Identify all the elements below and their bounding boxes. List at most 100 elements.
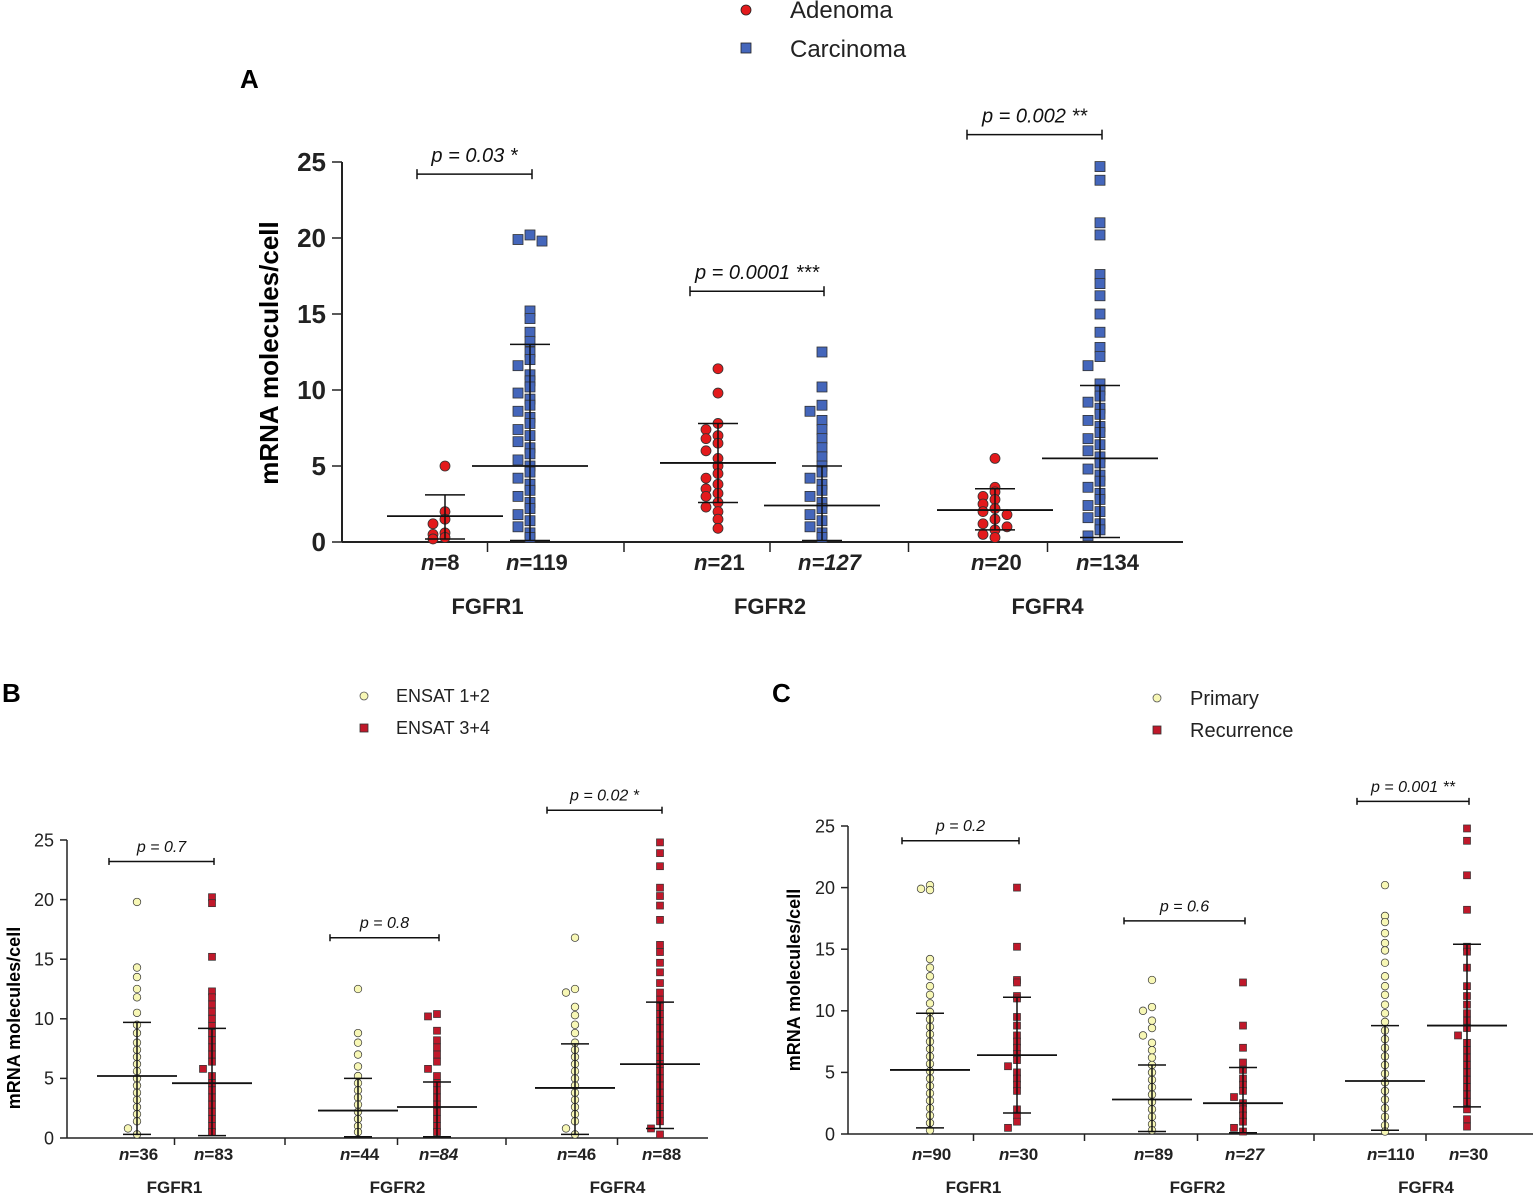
gene-label: FGFR2 bbox=[1170, 1178, 1226, 1196]
group-n-label: n=30 bbox=[1449, 1145, 1488, 1164]
n-value: =134 bbox=[1089, 550, 1139, 575]
data-point bbox=[712, 522, 724, 534]
data-point bbox=[1147, 1046, 1157, 1055]
n-value: =83 bbox=[204, 1145, 233, 1164]
y-tick-label: 15 bbox=[297, 299, 326, 329]
y-tick-label: 0 bbox=[44, 1128, 54, 1148]
n-value: =36 bbox=[129, 1145, 158, 1164]
data-point bbox=[1380, 938, 1390, 948]
data-point bbox=[925, 885, 935, 895]
data-point bbox=[1004, 1062, 1012, 1071]
data-point bbox=[512, 405, 524, 417]
data-point bbox=[989, 532, 1001, 543]
data-point bbox=[1094, 161, 1106, 172]
y-tick-label: 25 bbox=[297, 147, 326, 177]
data-point bbox=[561, 1124, 571, 1133]
y-tick-label: 25 bbox=[34, 830, 54, 850]
data-point bbox=[132, 897, 142, 907]
data-point bbox=[1094, 174, 1106, 186]
legend-item-adenoma: Adenoma bbox=[740, 0, 893, 24]
data-point bbox=[925, 972, 935, 981]
data-point bbox=[1082, 530, 1094, 542]
n-value: =89 bbox=[1144, 1145, 1173, 1164]
data-point bbox=[1082, 481, 1094, 493]
data-point bbox=[427, 518, 439, 530]
data-point bbox=[123, 1124, 133, 1133]
data-point bbox=[712, 363, 724, 375]
n-value: =30 bbox=[1009, 1145, 1038, 1164]
data-point bbox=[1094, 290, 1106, 302]
y-tick-label: 15 bbox=[815, 940, 835, 960]
data-point bbox=[132, 984, 142, 994]
data-point bbox=[512, 234, 524, 245]
group-n-label: n=134 bbox=[1076, 550, 1140, 575]
panel-a-letter: A bbox=[240, 64, 259, 94]
y-tick-label: 0 bbox=[825, 1124, 835, 1144]
data-point bbox=[656, 1130, 664, 1139]
p-value-label: p = 0.7 bbox=[136, 839, 187, 856]
data-point bbox=[1380, 917, 1390, 927]
data-point bbox=[656, 838, 664, 847]
gene-label: FGFR2 bbox=[734, 594, 806, 619]
data-point bbox=[1001, 509, 1013, 521]
data-point bbox=[1013, 978, 1021, 987]
data-point bbox=[1082, 463, 1094, 475]
data-point bbox=[570, 1028, 580, 1038]
data-point bbox=[656, 941, 664, 949]
data-point bbox=[1082, 500, 1094, 511]
group-n-label: n=84 bbox=[419, 1145, 459, 1164]
panel-a-chart: A Adenoma Carcinoma mRNA molecules/cell … bbox=[240, 0, 1183, 619]
gene-label: FGFR1 bbox=[147, 1178, 203, 1196]
data-point bbox=[1094, 229, 1106, 241]
data-point bbox=[1082, 360, 1094, 372]
n-prefix: n bbox=[421, 550, 434, 575]
n-prefix: n bbox=[912, 1145, 922, 1164]
data-point bbox=[1230, 1093, 1238, 1101]
n-prefix: n bbox=[119, 1145, 129, 1164]
panel-b-y-axis-label: mRNA molecules/cell bbox=[4, 927, 24, 1109]
data-point bbox=[512, 436, 524, 448]
data-point bbox=[512, 424, 524, 435]
data-point bbox=[1463, 1115, 1471, 1124]
data-point bbox=[804, 472, 816, 484]
group-n-label: n=46 bbox=[557, 1145, 596, 1164]
data-point bbox=[1380, 929, 1390, 938]
data-point bbox=[712, 387, 724, 399]
gene-label: FGFR4 bbox=[590, 1178, 646, 1196]
panel-c-mean-sd-bars bbox=[890, 943, 1507, 1134]
data-point bbox=[570, 1020, 580, 1029]
n-prefix: n bbox=[694, 550, 707, 575]
y-tick-label: 0 bbox=[312, 527, 326, 557]
data-point bbox=[1147, 1053, 1157, 1062]
data-point bbox=[1239, 978, 1247, 987]
n-value: =30 bbox=[1459, 1145, 1488, 1164]
data-point bbox=[433, 1072, 441, 1080]
legend-item-recurrence: Recurrence bbox=[1152, 720, 1293, 742]
data-point bbox=[1239, 1043, 1247, 1052]
data-point bbox=[524, 313, 536, 324]
data-point bbox=[353, 984, 363, 994]
data-point bbox=[1463, 905, 1471, 914]
n-prefix: n bbox=[971, 550, 984, 575]
data-point bbox=[1013, 1117, 1021, 1126]
data-point bbox=[656, 901, 664, 910]
n-prefix: n bbox=[642, 1145, 652, 1164]
data-point bbox=[925, 999, 935, 1008]
data-point bbox=[433, 1050, 441, 1059]
data-point bbox=[512, 454, 524, 466]
data-point bbox=[1380, 958, 1390, 967]
y-tick-label: 10 bbox=[815, 1001, 835, 1021]
data-point bbox=[570, 933, 580, 942]
data-point bbox=[804, 405, 816, 417]
data-point bbox=[700, 424, 712, 435]
data-point bbox=[1380, 946, 1390, 955]
panel-b-y-ticks: 0 5 10 15 20 25 bbox=[34, 830, 67, 1148]
data-point bbox=[656, 968, 664, 977]
data-point bbox=[804, 521, 816, 533]
legend-primary-label: Primary bbox=[1190, 688, 1259, 710]
data-point bbox=[816, 442, 828, 454]
data-point bbox=[925, 963, 935, 972]
data-point bbox=[700, 490, 712, 502]
